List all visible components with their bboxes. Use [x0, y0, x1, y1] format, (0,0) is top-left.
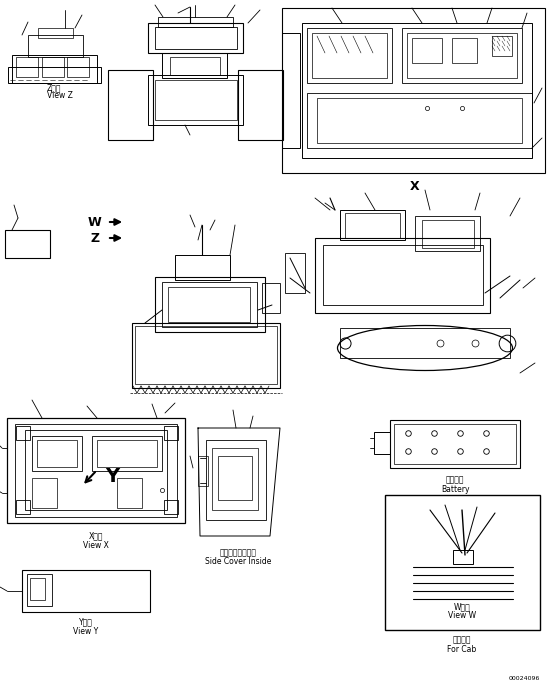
Bar [25, 430, 167, 510]
Bar [117, 478, 142, 508]
Bar [7, 418, 185, 523]
Bar [282, 33, 300, 148]
Bar [212, 448, 258, 510]
Bar [175, 255, 230, 280]
Bar [92, 436, 162, 471]
Text: View Y: View Y [73, 626, 99, 635]
Bar [8, 67, 101, 83]
Bar [312, 33, 387, 78]
Bar [148, 23, 243, 53]
Bar [158, 17, 233, 27]
Bar [16, 426, 30, 440]
Bar [28, 35, 83, 57]
Bar [97, 440, 157, 467]
Text: バッテリ: バッテリ [446, 475, 464, 484]
Text: View X: View X [83, 541, 109, 549]
Bar [27, 574, 52, 606]
Bar [164, 426, 178, 440]
Bar [108, 70, 153, 140]
Bar [198, 456, 208, 486]
Text: Z: Z [90, 231, 100, 244]
Bar [340, 210, 405, 240]
Bar [285, 253, 305, 293]
Text: X　視: X 視 [89, 532, 103, 541]
Text: サイドカバー内側: サイドカバー内側 [219, 549, 257, 558]
Bar [282, 8, 545, 173]
Bar [238, 70, 283, 140]
Text: For Cab: For Cab [447, 645, 477, 654]
Text: W: W [88, 215, 102, 228]
Bar [317, 98, 522, 143]
Bar [16, 500, 30, 514]
Bar [218, 456, 252, 500]
Bar [5, 230, 50, 258]
Bar [37, 440, 77, 467]
Text: 00024096: 00024096 [509, 676, 540, 681]
Bar [302, 23, 532, 158]
Text: W　視: W 視 [453, 602, 471, 611]
Bar [12, 55, 97, 83]
Bar [67, 57, 89, 77]
Bar [155, 27, 237, 49]
Bar [135, 326, 277, 384]
Text: View W: View W [448, 611, 476, 621]
Bar [32, 478, 57, 508]
Bar [16, 57, 38, 77]
Bar [323, 245, 483, 305]
Bar [155, 277, 265, 332]
Bar [374, 432, 390, 454]
Bar [42, 57, 64, 77]
Bar [492, 36, 512, 56]
Bar [30, 578, 45, 600]
Text: View Z: View Z [47, 91, 73, 101]
Bar [307, 28, 392, 83]
Bar [385, 495, 540, 630]
Text: キャブ用: キャブ用 [453, 635, 471, 645]
Bar [164, 500, 178, 514]
Bar [340, 328, 510, 358]
Bar [407, 33, 517, 78]
Bar [415, 216, 480, 251]
Bar [402, 28, 522, 83]
Bar [32, 436, 82, 471]
Bar [412, 38, 442, 63]
Bar [453, 550, 473, 564]
Bar [170, 57, 220, 75]
Text: Battery: Battery [441, 484, 469, 493]
Bar [38, 28, 73, 38]
Text: Side Cover Inside: Side Cover Inside [205, 558, 271, 567]
Bar [155, 80, 237, 120]
Bar [22, 570, 150, 612]
Bar [168, 287, 250, 322]
Bar [422, 220, 474, 248]
Bar [390, 420, 520, 468]
Bar [345, 213, 400, 238]
Bar [394, 424, 516, 464]
Bar [206, 440, 266, 520]
Bar [315, 238, 490, 313]
Text: Y: Y [105, 466, 119, 486]
Text: Z　視: Z 視 [47, 84, 62, 93]
Bar [148, 75, 243, 125]
Bar [162, 53, 227, 78]
Bar [262, 283, 280, 313]
Bar [162, 282, 257, 327]
Bar [452, 38, 477, 63]
Bar [15, 424, 177, 517]
Bar [307, 93, 532, 148]
Text: Y　視: Y 視 [79, 617, 93, 626]
Text: X: X [410, 180, 420, 193]
Bar [132, 323, 280, 388]
